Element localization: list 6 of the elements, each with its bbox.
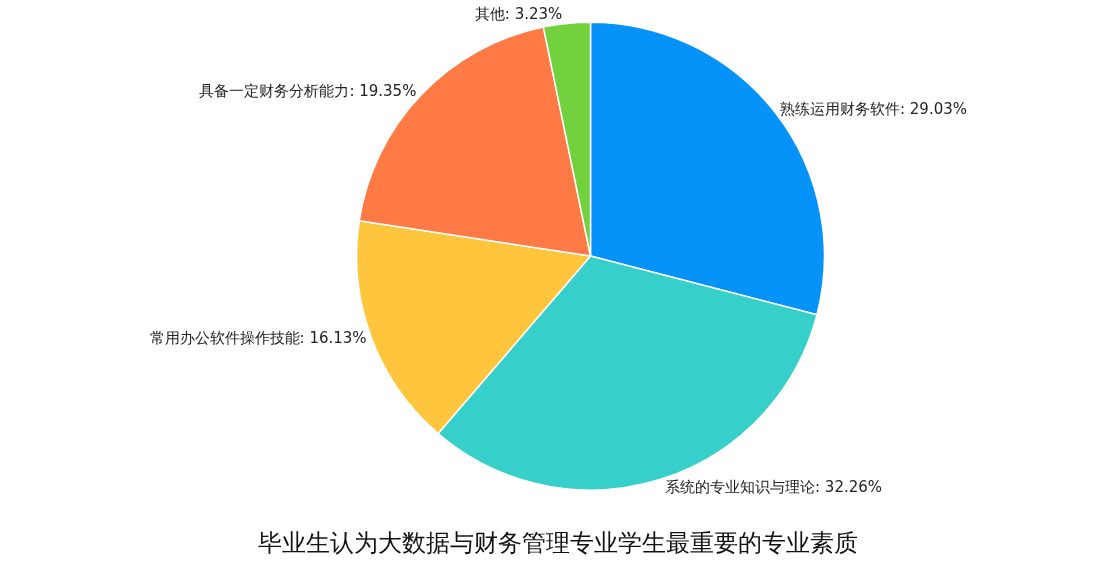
slice-label: 具备一定财务分析能力: 19.35% <box>199 81 417 100</box>
slice-label: 其他: 3.23% <box>474 5 563 24</box>
slice-label: 熟练运用财务软件: 29.03% <box>779 100 968 119</box>
slice-label: 系统的专业知识与理论: 32.26% <box>665 478 883 497</box>
slice-label: 常用办公软件操作技能: 16.13% <box>149 329 367 348</box>
text: 毕业生认为大数据与财务管理专业学生最重要的专业素质 <box>258 528 858 557</box>
